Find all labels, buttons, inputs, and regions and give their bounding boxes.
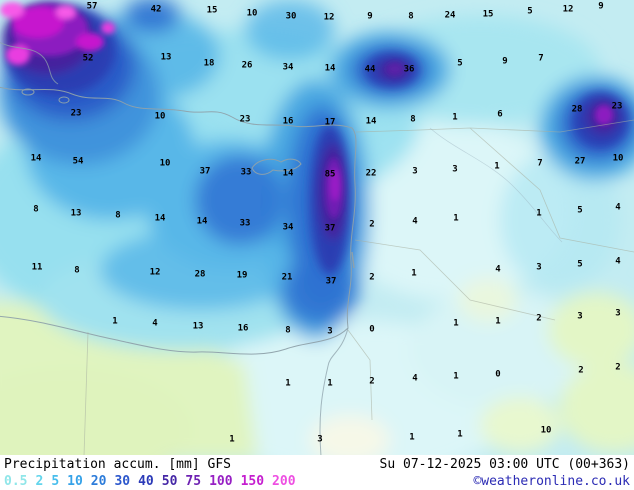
legend-value: 200 bbox=[272, 474, 296, 489]
legend-value: 50 bbox=[161, 474, 178, 489]
legend-scale: 0.5 2 5 10 20 30 40 50 75 100 150 200 bbox=[4, 474, 304, 489]
coastlines bbox=[0, 41, 357, 455]
legend-value: 5 bbox=[51, 474, 60, 489]
precipitation-field bbox=[0, 0, 634, 455]
legend-value: 20 bbox=[90, 474, 107, 489]
copyright-link[interactable]: ©weatheronline.co.uk bbox=[473, 474, 630, 489]
weather-map[interactable]: 57 42 15 10 30 12 9 8 24 15 5 12 9 52 13 18 26 34 14 44 36 5 9… bbox=[0, 0, 634, 455]
legend-value: 100 bbox=[209, 474, 233, 489]
legend-value: 2 bbox=[35, 474, 44, 489]
legend-value: 0.5 bbox=[4, 474, 28, 489]
legend-value: 40 bbox=[138, 474, 154, 489]
legend-value: 75 bbox=[185, 474, 202, 489]
legend-value: 10 bbox=[67, 474, 83, 489]
footer: Precipitation accum. [mm] GFS Su 07-12-2… bbox=[0, 455, 634, 490]
precip-cores bbox=[0, 2, 613, 218]
map-title: Precipitation accum. [mm] GFS bbox=[4, 457, 231, 472]
rivers bbox=[429, 127, 563, 243]
legend-value: 150 bbox=[240, 474, 265, 489]
map-datetime: Su 07-12-2025 03:00 UTC (00+363) bbox=[379, 457, 630, 472]
legend-value: 30 bbox=[114, 474, 131, 489]
country-borders bbox=[83, 119, 634, 455]
